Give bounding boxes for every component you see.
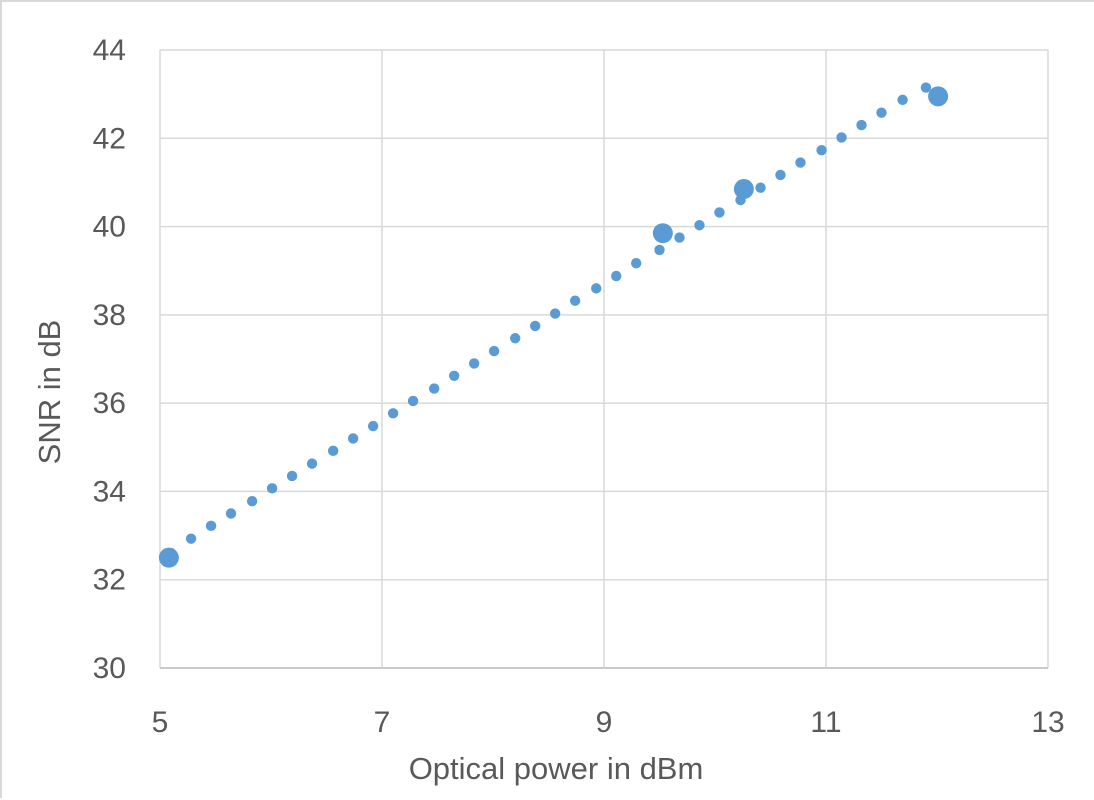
data-point [694, 220, 705, 231]
large-data-point [928, 86, 949, 107]
large-data-point [652, 223, 673, 244]
gridlines [159, 49, 1049, 669]
data-point [549, 308, 561, 319]
data-point [795, 157, 806, 168]
data-point [856, 119, 867, 131]
x-tick-label: 13 [1031, 706, 1064, 739]
x-tick-label: 9 [596, 706, 613, 739]
data-point [185, 533, 197, 544]
y-tick-label: 30 [93, 652, 126, 685]
data-point [654, 244, 665, 256]
x-tick-label: 7 [374, 706, 391, 739]
data-point [611, 270, 622, 282]
data-point [674, 232, 685, 243]
data-point [428, 383, 440, 394]
data-point [468, 358, 480, 369]
y-tick-label: 40 [93, 211, 126, 244]
data-point [876, 107, 887, 118]
data-point [529, 320, 541, 332]
data-point [510, 333, 521, 344]
data-point [266, 483, 278, 494]
x-axis-title: Optical power in dBm [409, 751, 704, 786]
data-point [836, 132, 847, 143]
y-axis-title: SNR in dB [32, 320, 67, 465]
data-point [286, 470, 298, 482]
large-data-point [158, 547, 179, 568]
data-point [630, 258, 642, 269]
data-point [755, 182, 766, 193]
y-tick-label: 44 [93, 34, 126, 67]
data-point [306, 458, 318, 469]
data-point [347, 433, 359, 444]
y-tick-label: 32 [93, 564, 126, 597]
data-point [407, 395, 419, 407]
y-tick-label: 36 [93, 387, 126, 420]
data-point [448, 370, 460, 381]
y-tick-label: 42 [93, 122, 126, 155]
large-data-point [733, 179, 754, 200]
data-point [920, 82, 932, 93]
data-point [225, 508, 237, 519]
data-point [246, 495, 258, 507]
data-point [488, 345, 500, 357]
data-point [387, 408, 399, 419]
y-axis-ticks: 30 32 34 36 38 40 42 44 [93, 34, 126, 685]
data-point [591, 283, 602, 294]
x-tick-label: 5 [152, 706, 169, 739]
data-point [205, 520, 217, 532]
data-point [327, 445, 339, 457]
y-tick-label: 38 [93, 299, 126, 332]
data-point [897, 94, 908, 106]
data-points [158, 82, 949, 568]
data-point [816, 145, 827, 156]
data-point [714, 207, 725, 218]
x-axis-ticks: 5 7 9 11 13 [152, 706, 1065, 739]
data-point [569, 295, 581, 306]
x-tick-label: 11 [810, 706, 841, 739]
data-point [775, 169, 786, 181]
y-tick-label: 34 [93, 475, 126, 508]
data-point [367, 420, 379, 432]
